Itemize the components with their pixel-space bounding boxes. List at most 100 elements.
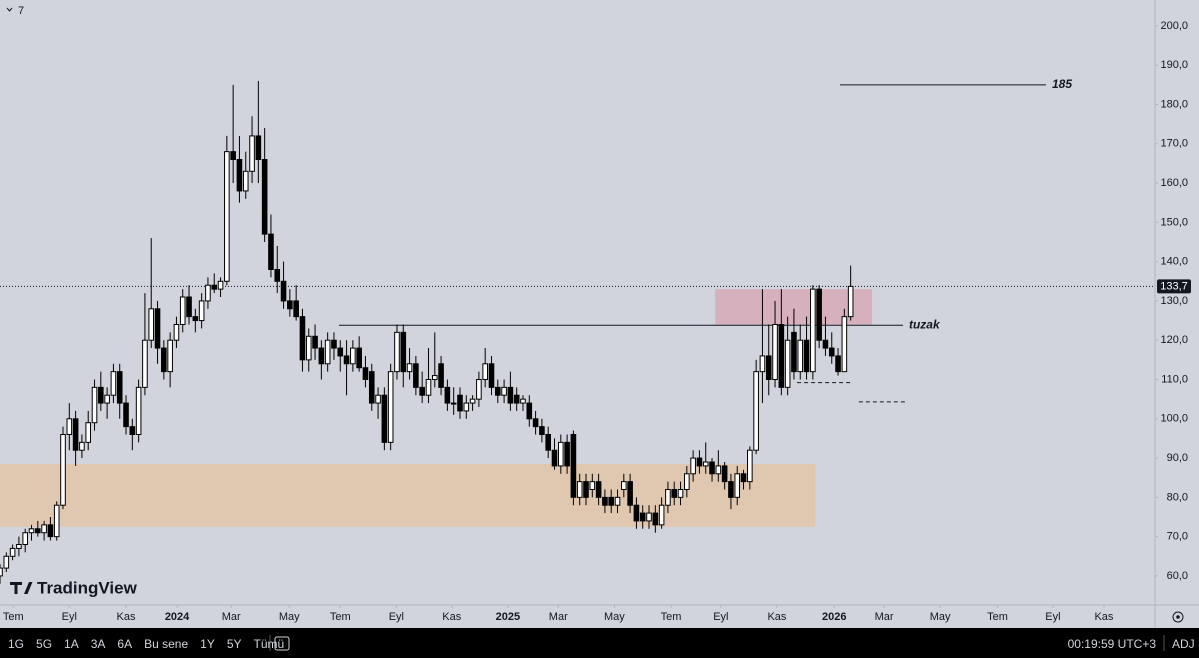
y-tick-label: 110,0 bbox=[1161, 373, 1188, 385]
candle-body bbox=[167, 339, 173, 373]
range-button[interactable]: Bu sene bbox=[144, 637, 188, 651]
range-button[interactable]: 1A bbox=[64, 637, 79, 651]
candle-body bbox=[47, 524, 54, 538]
candle-body bbox=[123, 402, 129, 428]
candle-body bbox=[268, 233, 274, 270]
y-tick-label: 80,0 bbox=[1167, 491, 1188, 503]
candle-body bbox=[0, 567, 3, 577]
candle-body bbox=[765, 355, 772, 380]
candle-body bbox=[318, 347, 325, 365]
candle-body bbox=[450, 402, 457, 405]
y-tick-label: 90,0 bbox=[1167, 452, 1188, 464]
candle-body bbox=[142, 339, 148, 388]
candle-body bbox=[539, 426, 545, 435]
candle-body bbox=[564, 441, 570, 467]
candle-body bbox=[665, 489, 671, 506]
candle-body bbox=[753, 371, 759, 451]
candle-body bbox=[583, 481, 589, 498]
candle-body bbox=[337, 347, 344, 357]
range-button[interactable]: 5G bbox=[36, 637, 52, 651]
y-tick-label: 120,0 bbox=[1160, 334, 1188, 346]
y-tick-label: 200,0 bbox=[1160, 20, 1188, 32]
candle-body bbox=[677, 489, 684, 498]
candle-body bbox=[463, 402, 470, 412]
candle-body bbox=[728, 481, 734, 498]
candle-body bbox=[400, 331, 407, 373]
candle-body bbox=[709, 461, 715, 475]
x-tick-label: Kas bbox=[117, 611, 136, 623]
range-button[interactable]: 1Y bbox=[200, 637, 215, 651]
range-button[interactable]: 3A bbox=[91, 637, 106, 651]
x-tick-label: Mar bbox=[222, 611, 241, 623]
x-tick-label: Eyl bbox=[389, 611, 404, 623]
candle-body bbox=[299, 316, 306, 361]
range-button[interactable]: Tümü bbox=[254, 637, 285, 651]
candle-body bbox=[425, 379, 432, 396]
candle-body bbox=[558, 441, 564, 467]
candle-body bbox=[570, 434, 577, 498]
candle-body bbox=[646, 512, 652, 522]
x-tick-label: May bbox=[604, 611, 625, 623]
candle-body bbox=[154, 308, 161, 349]
candle-body bbox=[375, 394, 381, 404]
candle-body bbox=[438, 363, 444, 388]
candle-body bbox=[280, 280, 287, 302]
top-label: 7 bbox=[18, 5, 24, 17]
candle-body bbox=[816, 288, 822, 341]
candle-body bbox=[362, 367, 369, 381]
date-range-icon[interactable] bbox=[274, 636, 290, 651]
candle-body bbox=[135, 386, 142, 436]
y-tick-label: 70,0 bbox=[1167, 531, 1188, 543]
candle-body bbox=[274, 269, 281, 282]
settings-icon[interactable] bbox=[1172, 611, 1184, 623]
candle-body bbox=[242, 170, 249, 192]
gear[interactable] bbox=[1172, 611, 1184, 623]
candle-body bbox=[501, 386, 507, 396]
gear-center[interactable] bbox=[1176, 615, 1180, 619]
candle-body bbox=[734, 473, 741, 498]
candle-body bbox=[822, 339, 829, 349]
candle-body bbox=[684, 473, 690, 490]
annotation-label: tuzak bbox=[909, 317, 941, 331]
y-tick-label: 170,0 bbox=[1160, 138, 1188, 150]
candle-body bbox=[217, 280, 224, 290]
y-tick-label: 190,0 bbox=[1160, 59, 1188, 71]
candle-body bbox=[129, 426, 136, 435]
candle-body bbox=[179, 296, 186, 325]
range-button[interactable]: 6A bbox=[117, 637, 132, 651]
candle-body bbox=[3, 555, 10, 569]
candle-body bbox=[671, 489, 678, 498]
range-button[interactable]: 1G bbox=[8, 637, 24, 651]
x-tick-label: 2026 bbox=[822, 611, 846, 623]
candle-body bbox=[249, 135, 255, 172]
candle-body bbox=[192, 316, 199, 322]
candle-body bbox=[658, 504, 665, 526]
candle-body bbox=[482, 363, 488, 380]
candle-body bbox=[747, 449, 753, 483]
candle-body bbox=[791, 331, 797, 373]
candle-body bbox=[551, 449, 558, 467]
candle-body bbox=[356, 347, 362, 369]
y-tick-label: 130,0 bbox=[1160, 295, 1188, 307]
candle-body bbox=[639, 512, 646, 522]
x-tick-label: Eyl bbox=[713, 611, 728, 623]
candle-body bbox=[627, 481, 633, 506]
candle-body bbox=[784, 339, 791, 388]
candle-body bbox=[828, 347, 835, 357]
range-button[interactable]: 5Y bbox=[227, 637, 242, 651]
adj-button[interactable]: ADJ bbox=[1172, 637, 1195, 651]
candle-body bbox=[545, 434, 551, 451]
x-tick-label: Kas bbox=[1094, 611, 1113, 623]
candle-body bbox=[116, 371, 123, 404]
candle-body bbox=[35, 528, 41, 534]
candle-body bbox=[79, 441, 85, 451]
candle-body bbox=[224, 151, 230, 282]
x-tick-label: Tem bbox=[330, 611, 351, 623]
candle-body bbox=[85, 422, 92, 443]
x-tick-label: Mar bbox=[549, 611, 568, 623]
collapse-icon[interactable] bbox=[6, 7, 13, 12]
candle-body bbox=[186, 296, 192, 318]
x-tick-label: Eyl bbox=[62, 611, 77, 623]
candle-body bbox=[293, 300, 299, 318]
candle-body bbox=[41, 524, 47, 534]
